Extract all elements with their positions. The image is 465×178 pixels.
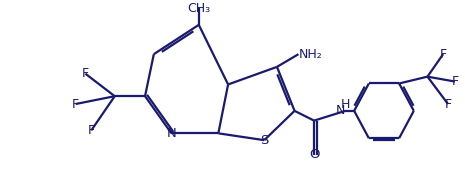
Text: F: F: [439, 48, 447, 61]
Text: N: N: [166, 127, 176, 140]
Text: F: F: [88, 124, 95, 137]
Text: N: N: [336, 104, 345, 117]
Text: NH₂: NH₂: [299, 48, 322, 61]
Text: F: F: [82, 67, 89, 80]
Text: O: O: [309, 148, 319, 161]
Text: F: F: [451, 75, 458, 88]
Text: F: F: [72, 98, 79, 111]
Text: S: S: [260, 134, 268, 147]
Text: CH₃: CH₃: [187, 2, 210, 15]
Text: F: F: [445, 98, 452, 111]
Text: H: H: [341, 98, 350, 111]
